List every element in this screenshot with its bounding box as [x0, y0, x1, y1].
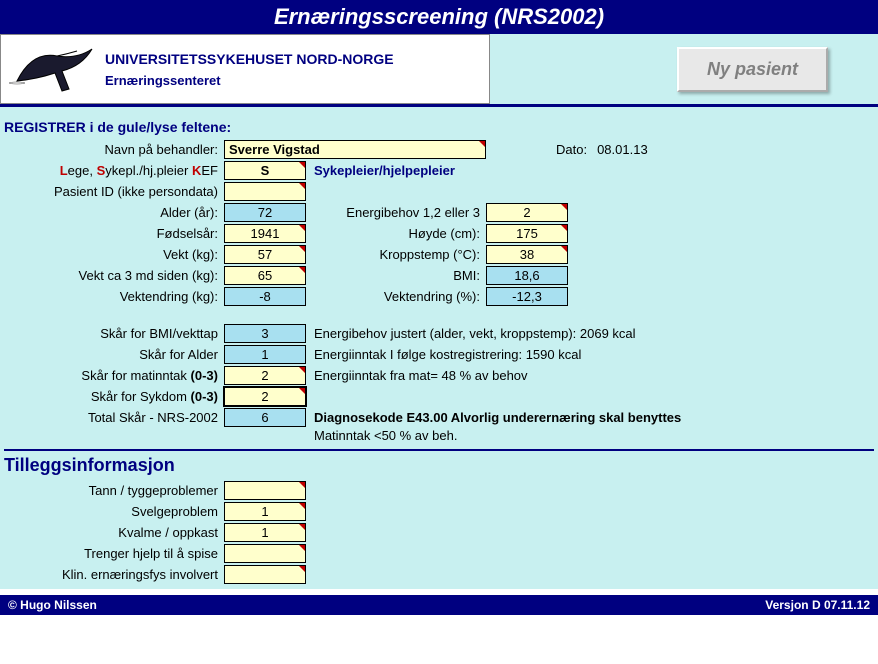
- label-bodytemp: Kroppstemp (°C):: [306, 247, 486, 262]
- code-t3: EF: [201, 163, 218, 178]
- input-energy-need[interactable]: 2: [486, 203, 568, 222]
- value-weight-change-pct: -12,3: [486, 287, 568, 306]
- value-age: 72: [224, 203, 306, 222]
- label-birthyear: Fødselsår:: [4, 226, 224, 241]
- header-area: UNIVERSITETSSYKEHUSET NORD-NORGE Ernærin…: [0, 34, 878, 107]
- code-k: K: [192, 163, 201, 178]
- input-score-intake[interactable]: 2: [224, 366, 306, 385]
- diagnosis-text: Diagnosekode E43.00 Alvorlig underernæri…: [314, 410, 681, 425]
- label-swallow: Svelgeproblem: [4, 504, 224, 519]
- org-name: UNIVERSITETSSYKEHUSET NORD-NORGE: [105, 51, 394, 67]
- label-weight-change-pct: Vektendring (%):: [306, 289, 486, 304]
- label-clin: Klin. ernæringsfys involvert: [4, 567, 224, 582]
- input-bodytemp[interactable]: 38: [486, 245, 568, 264]
- code-t1: ege,: [68, 163, 97, 178]
- value-date: 08.01.13: [597, 142, 648, 157]
- label-weight3m: Vekt ca 3 md siden (kg):: [4, 268, 224, 283]
- input-nausea[interactable]: 1: [224, 523, 306, 542]
- value-total-score: 6: [224, 408, 306, 427]
- input-patient-id[interactable]: [224, 182, 306, 201]
- label-role-codes: Lege, Sykepl./hj.pleier KEF: [4, 163, 224, 178]
- footer: © Hugo Nilssen Versjon D 07.11.12: [0, 595, 878, 615]
- bird-logo: [7, 41, 97, 97]
- divider: [4, 449, 874, 451]
- header-right: Ny pasient: [490, 34, 878, 104]
- label-score-age: Skår for Alder: [4, 347, 224, 362]
- label-height: Høyde (cm):: [306, 226, 486, 241]
- label-total-score: Total Skår - NRS-2002: [4, 410, 224, 425]
- code-s: S: [97, 163, 106, 178]
- label-teeth: Tann / tyggeproblemer: [4, 483, 224, 498]
- input-behandler[interactable]: Sverre Vigstad: [224, 140, 486, 159]
- label-weight: Vekt (kg):: [4, 247, 224, 262]
- calc-energy-pct: Energiinntak fra mat= 48 % av behov: [314, 368, 528, 383]
- addinfo-heading: Tilleggsinformasjon: [4, 455, 874, 476]
- title-bar: Ernæringsscreening (NRS2002): [0, 0, 878, 34]
- label-behandler: Navn på behandler:: [4, 142, 224, 157]
- label-patient-id: Pasient ID (ikke persondata): [4, 184, 224, 199]
- label-weight-change: Vektendring (kg):: [4, 289, 224, 304]
- label-age: Alder (år):: [4, 205, 224, 220]
- input-weight3m[interactable]: 65: [224, 266, 306, 285]
- new-patient-button[interactable]: Ny pasient: [677, 47, 828, 92]
- value-score-bmi: 3: [224, 324, 306, 343]
- label-score-disease: Skår for Sykdom (0-3): [4, 389, 224, 404]
- label-energy-need: Energibehov 1,2 eller 3: [306, 205, 486, 220]
- role-full: Sykepleier/hjelpepleier: [314, 163, 455, 178]
- input-clin[interactable]: [224, 565, 306, 584]
- label-score-bmi: Skår for BMI/vekttap: [4, 326, 224, 341]
- input-height[interactable]: 175: [486, 224, 568, 243]
- footer-version: Versjon D 07.11.12: [765, 598, 870, 612]
- footer-copyright: © Hugo Nilssen: [8, 598, 97, 612]
- register-heading: REGISTRER i de gule/lyse feltene:: [4, 119, 874, 135]
- input-score-disease[interactable]: 2: [224, 387, 306, 406]
- calc-energy-intake: Energiinntak I følge kostregistrering: 1…: [314, 347, 581, 362]
- org-box: UNIVERSITETSSYKEHUSET NORD-NORGE Ernærin…: [0, 34, 490, 104]
- intake-note: Matinntak <50 % av beh.: [314, 428, 874, 443]
- label-help-eat: Trenger hjelp til å spise: [4, 546, 224, 561]
- label-score-intake: Skår for matinntak (0-3): [4, 368, 224, 383]
- input-birthyear[interactable]: 1941: [224, 224, 306, 243]
- input-swallow[interactable]: 1: [224, 502, 306, 521]
- content: REGISTRER i de gule/lyse feltene: Navn p…: [0, 107, 878, 589]
- org-dept: Ernæringssenteret: [105, 73, 394, 88]
- label-nausea: Kvalme / oppkast: [4, 525, 224, 540]
- label-date: Dato:: [556, 142, 587, 157]
- code-l: L: [60, 163, 68, 178]
- input-weight[interactable]: 57: [224, 245, 306, 264]
- org-text: UNIVERSITETSSYKEHUSET NORD-NORGE Ernærin…: [105, 51, 394, 88]
- input-help-eat[interactable]: [224, 544, 306, 563]
- input-role-code[interactable]: S: [224, 161, 306, 180]
- code-t2: ykepl./hj.pleier: [105, 163, 192, 178]
- value-bmi: 18,6: [486, 266, 568, 285]
- input-teeth[interactable]: [224, 481, 306, 500]
- calc-energy-adj: Energibehov justert (alder, vekt, kropps…: [314, 326, 636, 341]
- label-bmi: BMI:: [306, 268, 486, 283]
- value-score-age: 1: [224, 345, 306, 364]
- value-weight-change: -8: [224, 287, 306, 306]
